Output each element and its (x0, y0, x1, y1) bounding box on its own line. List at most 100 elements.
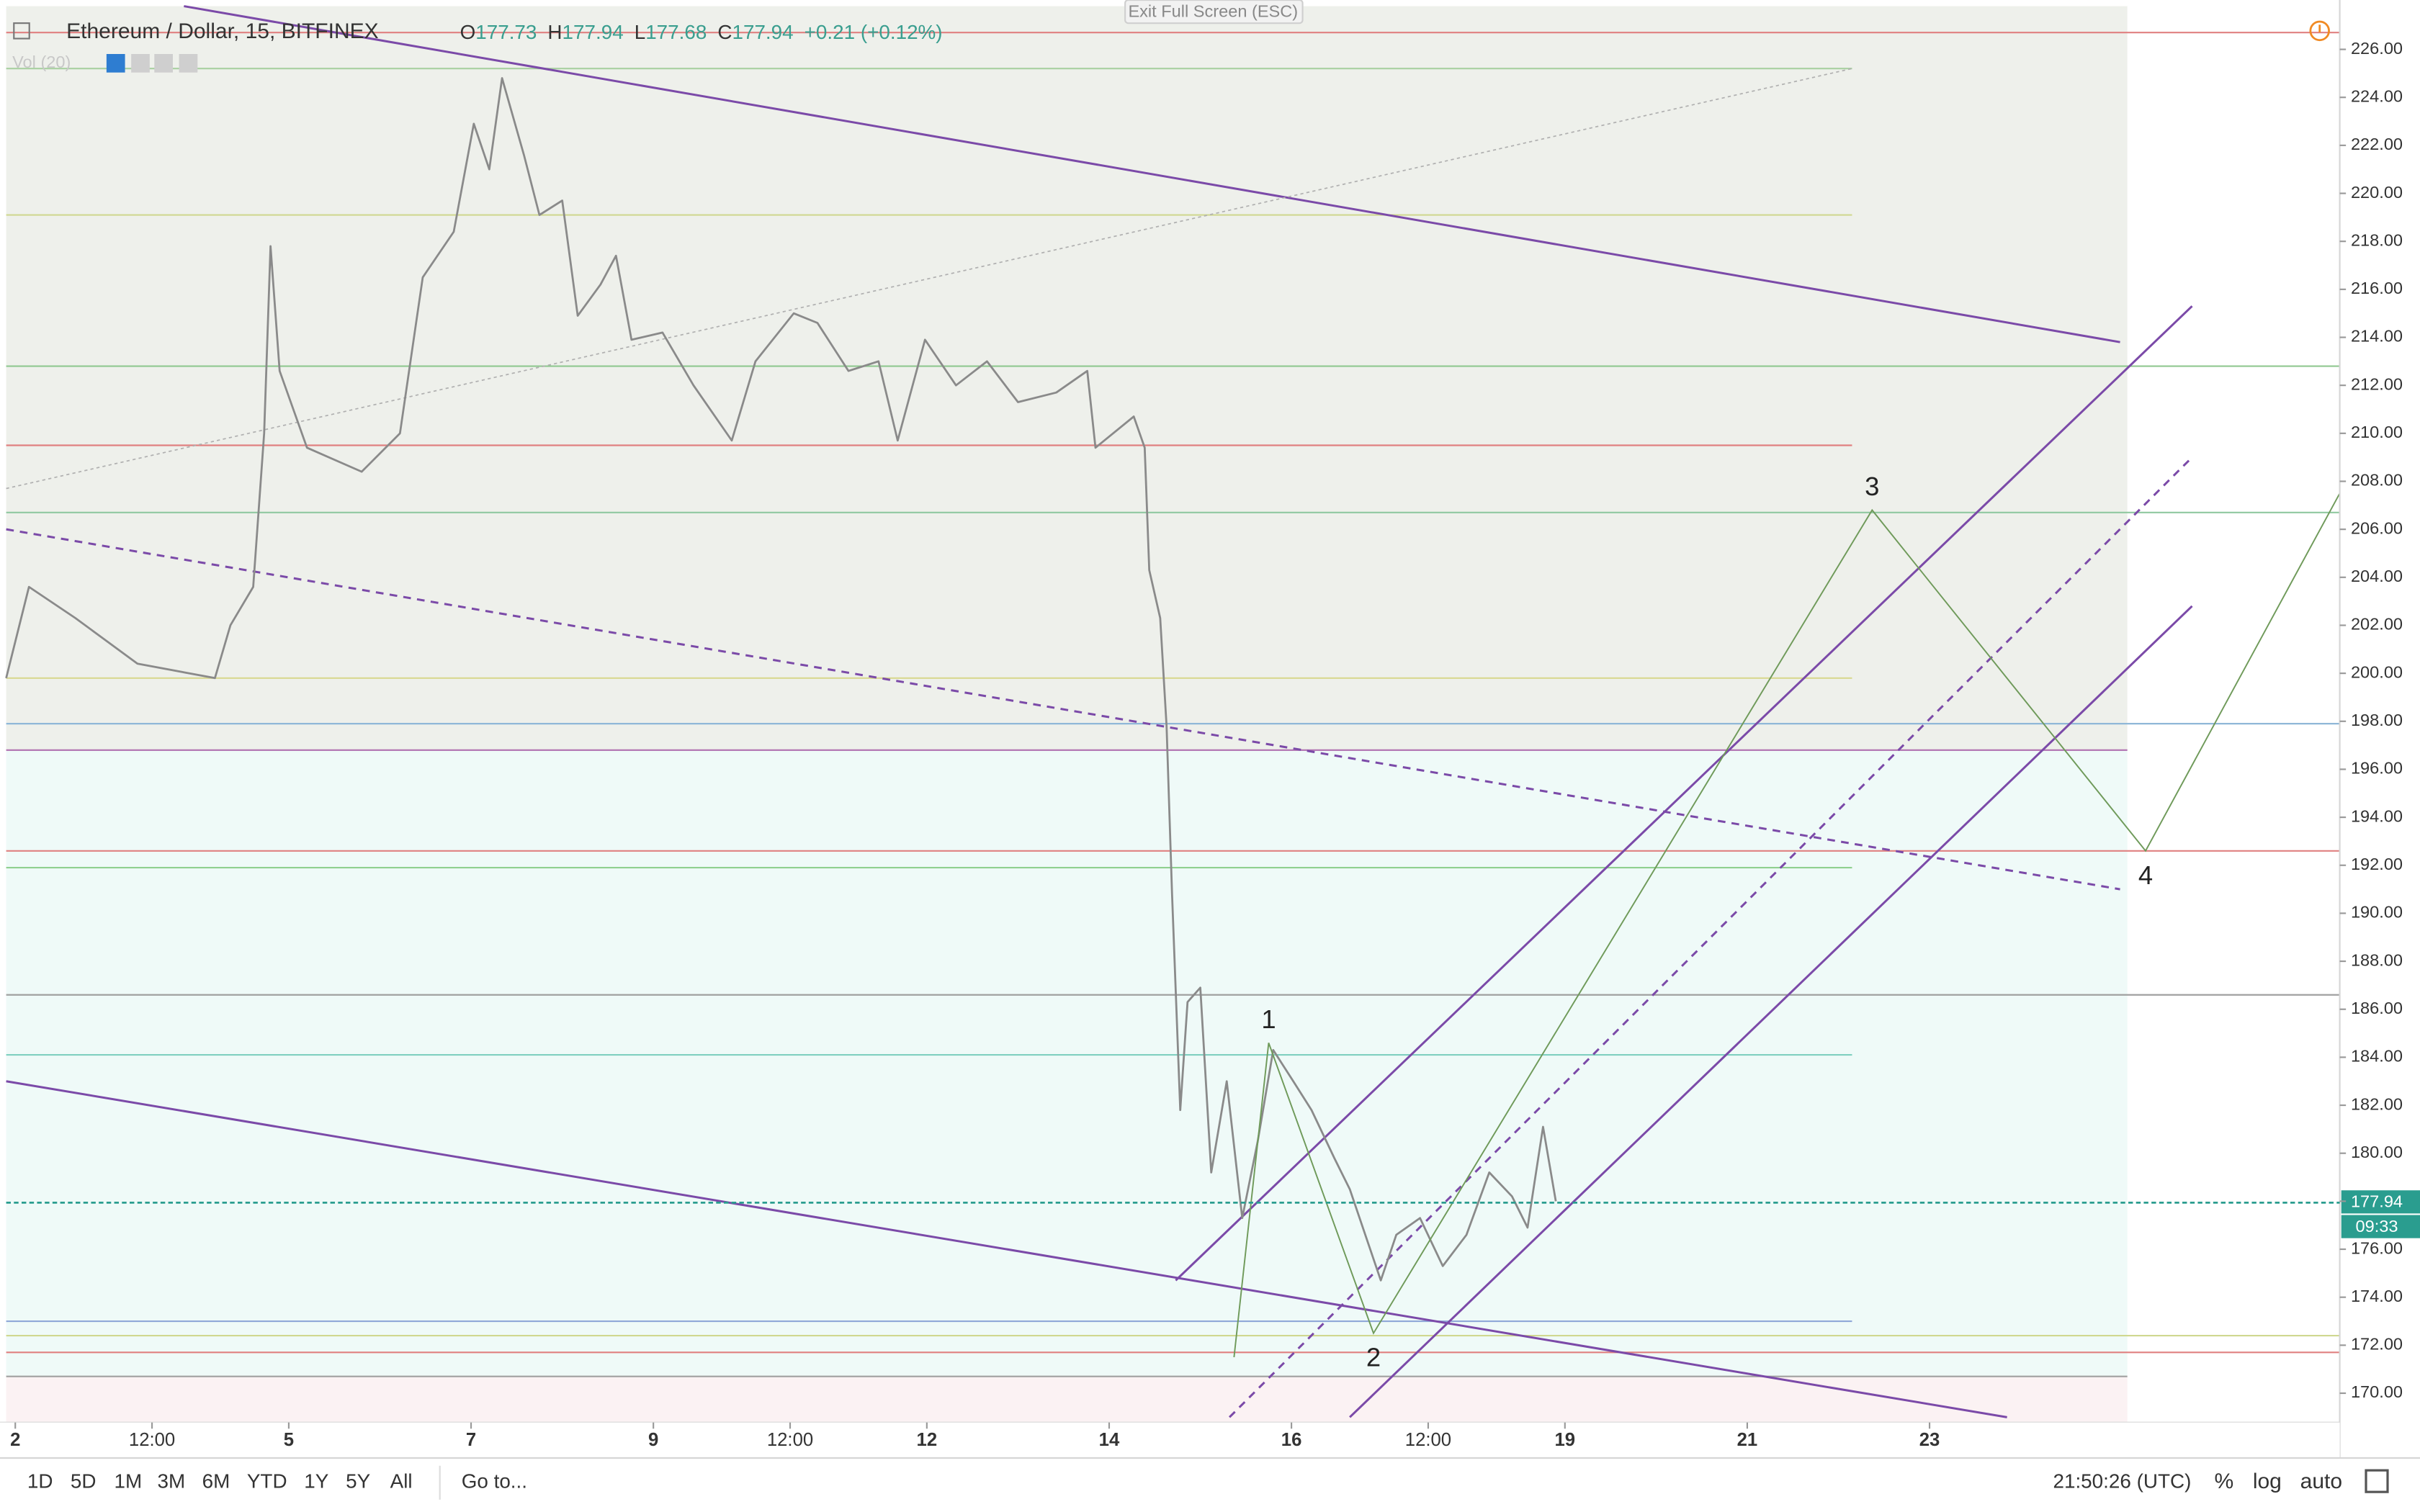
x-tick-label: 2 (10, 1430, 20, 1450)
ohlc-name: L (635, 22, 646, 44)
scale-option[interactable]: log (2253, 1470, 2282, 1493)
y-tick-label: 218.00 (2351, 230, 2403, 249)
ohlc-value: 177.94 (563, 22, 624, 44)
trendline (184, 5, 2120, 343)
range-button[interactable]: 6M (202, 1470, 230, 1493)
y-tick-label: 210.00 (2351, 423, 2403, 441)
price-line (5, 77, 1557, 1282)
y-tick-label: 180.00 (2351, 1143, 2403, 1161)
ohlc-value: 177.68 (645, 22, 707, 44)
trendline (1175, 305, 2193, 1282)
range-button[interactable]: 5Y (346, 1470, 370, 1493)
exit-fullscreen-button[interactable] (1124, 0, 1304, 24)
x-tick-label: 9 (648, 1430, 658, 1450)
y-tick-label: 198.00 (2351, 711, 2403, 729)
trendline (1228, 456, 2193, 1418)
y-tick-label: 190.00 (2351, 903, 2403, 922)
y-tick-label: 184.00 (2351, 1047, 2403, 1066)
y-tick-label: 222.00 (2351, 135, 2403, 153)
wave-label: 4 (2138, 860, 2153, 890)
y-tick-label: 186.00 (2351, 999, 2403, 1017)
ohlc-value: 177.94 (732, 22, 793, 44)
y-tick-label: 220.00 (2351, 183, 2403, 202)
y-tick-label: 174.00 (2351, 1287, 2403, 1305)
remove-icon[interactable] (179, 54, 198, 73)
price-zone (6, 6, 2128, 750)
scale-option[interactable]: % (2215, 1470, 2234, 1493)
add-icon[interactable] (154, 54, 173, 73)
ohlc-name: O (460, 22, 476, 44)
x-tick-label: 12 (917, 1430, 938, 1450)
y-tick-label: 200.00 (2351, 662, 2403, 681)
wave-label: 2 (1366, 1343, 1381, 1372)
range-button[interactable]: 1Y (304, 1470, 328, 1493)
range-button[interactable]: 5D (71, 1470, 97, 1493)
scale-option[interactable]: auto (2300, 1470, 2342, 1493)
y-tick-label: 212.00 (2351, 374, 2403, 393)
y-tick-label: 192.00 (2351, 855, 2403, 873)
y-tick-label: 170.00 (2351, 1382, 2403, 1401)
y-tick-label: 226.00 (2351, 39, 2403, 58)
y-tick-label: 206.00 (2351, 518, 2403, 537)
y-tick-label: 188.00 (2351, 950, 2403, 969)
ohlc-value: 177.73 (475, 22, 537, 44)
x-tick-label: 5 (284, 1430, 294, 1450)
x-tick-label: 7 (466, 1430, 476, 1450)
y-tick-label: 176.00 (2351, 1238, 2403, 1257)
countdown-label: 09:33 (2356, 1217, 2398, 1236)
bottom-toolbar (0, 1458, 2420, 1512)
change: +0.21 (+0.12%) (805, 22, 943, 44)
ohlc-name: C (717, 22, 732, 44)
range-button[interactable]: 3M (158, 1470, 186, 1493)
y-tick-label: 208.00 (2351, 471, 2403, 490)
range-button[interactable]: All (390, 1470, 413, 1493)
y-tick-label: 216.00 (2351, 279, 2403, 297)
range-button[interactable]: YTD (247, 1470, 287, 1493)
y-tick-label: 204.00 (2351, 567, 2403, 585)
indicator-label: Vol (20) (12, 53, 71, 71)
exit-fullscreen-label[interactable]: Exit Full Screen (ESC) (1128, 1, 1298, 20)
toolbar-buttons: 1D 5D 1M 3M 6M YTD 1Y 5Y All% log auto (27, 1469, 2389, 1493)
x-tick-label: 12:00 (767, 1430, 813, 1450)
y-tick-label: 224.00 (2351, 86, 2403, 105)
trendline (1349, 605, 2193, 1418)
y-tick-label: 194.00 (2351, 806, 2403, 825)
alert-icon[interactable] (2309, 20, 2330, 42)
y-tick-label: 202.00 (2351, 615, 2403, 634)
visibility-icon[interactable] (106, 54, 125, 73)
y-tick-label: 182.00 (2351, 1094, 2403, 1113)
clock: 21:50:26 (UTC) (2053, 1470, 2191, 1493)
time-axis (0, 1422, 2340, 1458)
last-price-label: 177.94 (2351, 1192, 2403, 1211)
price-zone (6, 750, 2128, 1377)
x-tick-label: 19 (1554, 1430, 1575, 1450)
last-price-box (2341, 1190, 2420, 1214)
x-tick-label: 12:00 (1405, 1430, 1451, 1450)
trendline (6, 528, 2120, 891)
price-axis (2339, 0, 2420, 1458)
x-tick-label: 23 (1919, 1430, 1940, 1450)
range-button[interactable]: 1M (115, 1470, 143, 1493)
collapse-icon[interactable] (13, 22, 30, 40)
ohlc-name: H (547, 22, 562, 44)
x-tick-label: 21 (1737, 1430, 1758, 1450)
wave-label: 1 (1261, 1004, 1276, 1034)
y-tick-label: 172.00 (2351, 1335, 2403, 1354)
goto-button[interactable]: Go to... (462, 1470, 527, 1493)
settings-icon[interactable] (131, 54, 150, 73)
y-tick-label: 196.00 (2351, 759, 2403, 778)
settings-button[interactable] (2365, 1469, 2389, 1493)
trendline (6, 1080, 2007, 1418)
wave-label: 3 (1865, 472, 1879, 501)
trendline (6, 68, 1852, 490)
range-button[interactable]: 1D (27, 1470, 53, 1493)
ohlc-legend: O177.73 H177.94 L177.68 C177.94 +0.21 (+0.12… (460, 22, 943, 44)
x-tick-label: 16 (1281, 1430, 1302, 1450)
x-tick-label: 14 (1099, 1430, 1120, 1450)
countdown-box (2341, 1215, 2420, 1238)
y-tick-label: 214.00 (2351, 327, 2403, 346)
chart-title: Ethereum / Dollar, 15, BITFINEX (66, 19, 378, 43)
